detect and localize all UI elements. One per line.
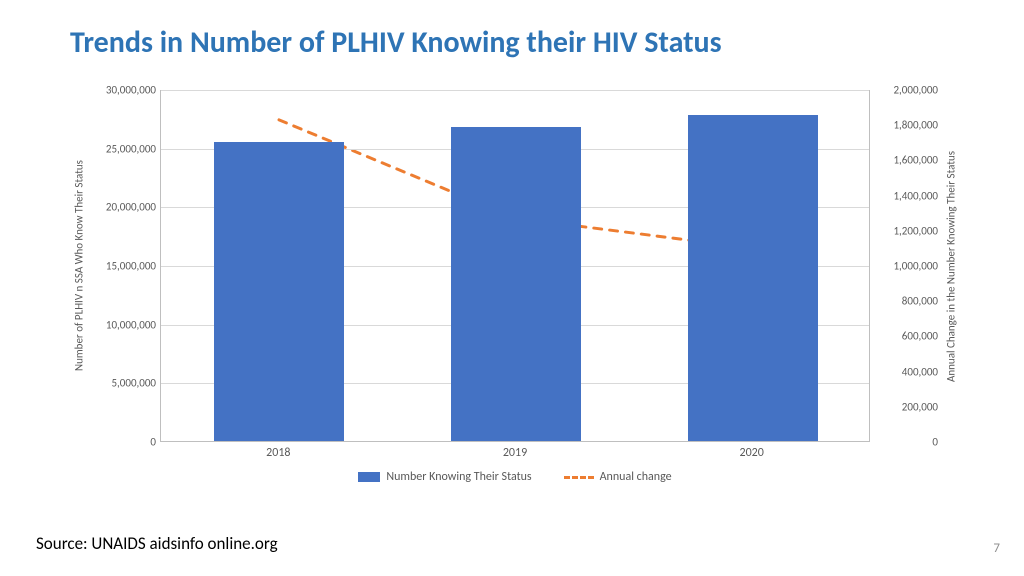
y-axis-right-labels: 0200,000400,000600,000800,0001,000,0001,… (874, 90, 938, 442)
plot-area (160, 90, 870, 442)
y-left-tick: 20,000,000 (72, 201, 156, 214)
legend: Number Knowing Their Status Annual chang… (160, 470, 870, 484)
legend-bar-label: Number Knowing Their Status (386, 470, 531, 484)
legend-item-bars: Number Knowing Their Status (358, 470, 531, 484)
y-axis-left-labels: 05,000,00010,000,00015,000,00020,000,000… (72, 90, 156, 442)
legend-item-line: Annual change (564, 470, 672, 484)
y-left-tick: 15,000,000 (72, 260, 156, 273)
swatch-bar-icon (358, 472, 380, 482)
y-axis-right-title: Annual Change in the Number Knowing Thei… (942, 90, 960, 442)
y-right-tick: 2,000,000 (874, 84, 938, 97)
x-tick: 2020 (739, 446, 763, 460)
bar (451, 127, 581, 441)
grid-line (161, 90, 869, 91)
x-tick: 2018 (266, 446, 290, 460)
y-right-tick: 0 (874, 436, 938, 449)
y-right-tick: 1,000,000 (874, 260, 938, 273)
chart-container: Number of PLHIV n SSA Who Know Their Sta… (72, 78, 960, 498)
bar (688, 115, 818, 441)
y-left-tick: 25,000,000 (72, 142, 156, 155)
y-right-tick: 1,800,000 (874, 119, 938, 132)
y-right-tick: 600,000 (874, 330, 938, 343)
chart-title: Trends in Number of PLHIV Knowing their … (0, 0, 1024, 61)
y-left-tick: 5,000,000 (72, 377, 156, 390)
bar (214, 142, 344, 441)
legend-line-label: Annual change (600, 470, 672, 484)
y-right-tick: 1,200,000 (874, 224, 938, 237)
y-left-tick: 30,000,000 (72, 84, 156, 97)
y-right-tick: 400,000 (874, 365, 938, 378)
page-number: 7 (993, 541, 1000, 556)
y-right-tick: 200,000 (874, 400, 938, 413)
y-right-tick: 1,400,000 (874, 189, 938, 202)
x-axis-labels: 2018 2019 2020 (160, 446, 870, 464)
y-right-tick: 800,000 (874, 295, 938, 308)
y-right-tick: 1,600,000 (874, 154, 938, 167)
x-tick: 2019 (503, 446, 527, 460)
y-left-tick: 0 (72, 436, 156, 449)
y-left-tick: 10,000,000 (72, 318, 156, 331)
swatch-dash-icon (564, 476, 594, 479)
source-citation: Source: UNAIDS aidsinfo online.org (36, 533, 278, 554)
